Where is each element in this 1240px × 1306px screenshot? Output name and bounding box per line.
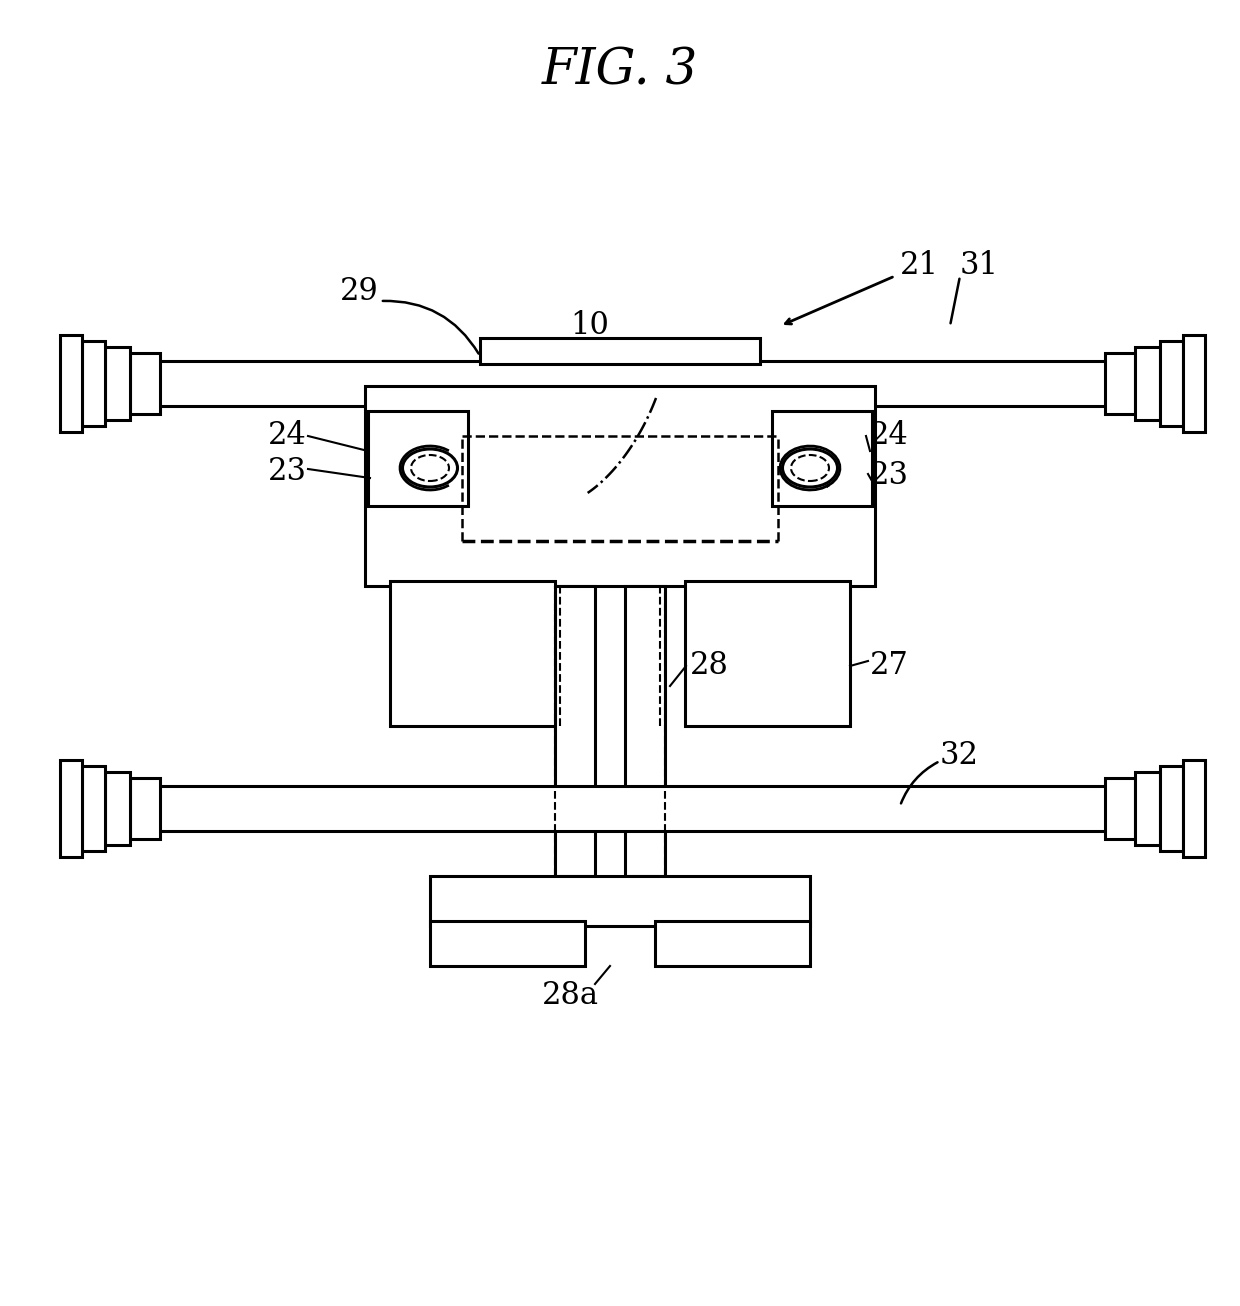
Bar [556,586,595,876]
Text: 23: 23 [268,456,308,487]
Text: 10: 10 [570,311,609,341]
Bar [684,581,849,726]
Bar [82,767,105,852]
Bar [625,586,665,876]
Bar [1135,772,1159,845]
Bar [773,411,872,505]
Bar [130,786,1110,831]
Bar [1159,767,1183,852]
Text: 32: 32 [940,741,980,772]
Bar [480,338,760,364]
Bar [82,341,105,426]
Text: 28a: 28a [542,981,599,1012]
Bar [1105,778,1135,838]
Bar [1105,353,1135,414]
Bar [365,387,875,586]
Bar [391,581,556,726]
Bar [1135,347,1159,421]
Bar [430,876,810,926]
Bar [655,921,810,966]
Bar [130,778,160,838]
Text: 28: 28 [689,650,729,682]
Ellipse shape [782,449,837,487]
Ellipse shape [403,449,458,487]
Bar [1183,336,1205,432]
Bar [105,772,130,845]
Bar [105,347,130,421]
Text: 29: 29 [340,276,378,307]
Bar [430,921,585,966]
Ellipse shape [791,454,830,481]
Ellipse shape [410,454,449,481]
Bar [368,411,467,505]
Bar [130,360,1110,406]
Text: 24: 24 [268,421,306,452]
Text: FIG. 3: FIG. 3 [542,46,698,95]
Bar [60,760,82,857]
Text: 31: 31 [960,251,999,282]
Bar [1159,341,1183,426]
Bar [1183,760,1205,857]
Bar [130,353,160,414]
Bar [60,336,82,432]
Text: 27: 27 [870,650,909,682]
Text: 24: 24 [870,421,909,452]
Text: 23: 23 [870,461,909,491]
Text: 21: 21 [900,251,939,282]
